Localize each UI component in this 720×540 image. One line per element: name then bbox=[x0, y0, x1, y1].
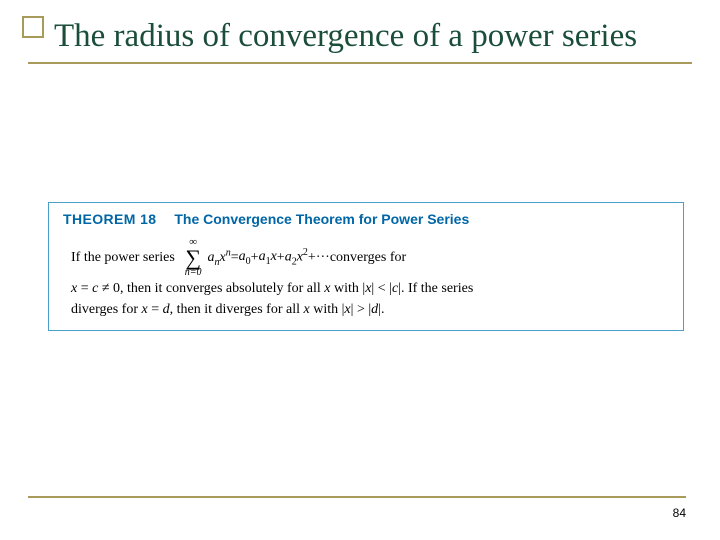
sigma-icon: ∞ ∑ n=0 bbox=[185, 237, 202, 278]
page-number: 84 bbox=[673, 506, 686, 520]
plus2: + bbox=[277, 247, 285, 268]
term-a2x2: a2x2 bbox=[285, 245, 308, 269]
dots: ··· bbox=[316, 247, 330, 268]
eq: = bbox=[231, 247, 239, 268]
theorem-label: THEOREM 18 bbox=[63, 211, 156, 227]
plus1: + bbox=[251, 247, 259, 268]
theorem-header: THEOREM 18 The Convergence Theorem for P… bbox=[63, 211, 669, 227]
slide-title: The radius of convergence of a power ser… bbox=[28, 18, 692, 56]
sigma-symbol: ∑ bbox=[185, 248, 201, 268]
title-block: The radius of convergence of a power ser… bbox=[28, 18, 692, 64]
sigma-lower: n=0 bbox=[185, 268, 202, 278]
theorem-name: The Convergence Theorem for Power Series bbox=[174, 211, 469, 227]
footer-rule bbox=[28, 496, 686, 498]
theorem-body: If the power series ∞ ∑ n=0 anxn = a0 + … bbox=[63, 237, 669, 320]
slide: The radius of convergence of a power ser… bbox=[0, 0, 720, 540]
term-anxn: anxn bbox=[208, 245, 231, 269]
term-a1x: a1x bbox=[259, 246, 277, 269]
title-accent-square bbox=[22, 16, 44, 38]
theorem-box: THEOREM 18 The Convergence Theorem for P… bbox=[48, 202, 684, 331]
theorem-line-1: If the power series ∞ ∑ n=0 anxn = a0 + … bbox=[71, 237, 669, 278]
theorem-line-2: x = c ≠ 0, then it converges absolutely … bbox=[71, 278, 669, 299]
theorem-line-3: diverges for x = d, then it diverges for… bbox=[71, 299, 669, 320]
text-prefix: If the power series bbox=[71, 247, 175, 268]
content-area: THEOREM 18 The Convergence Theorem for P… bbox=[28, 64, 692, 444]
text-suffix: converges for bbox=[330, 247, 406, 268]
term-a0: a0 bbox=[239, 246, 251, 269]
plus3: + bbox=[308, 247, 316, 268]
